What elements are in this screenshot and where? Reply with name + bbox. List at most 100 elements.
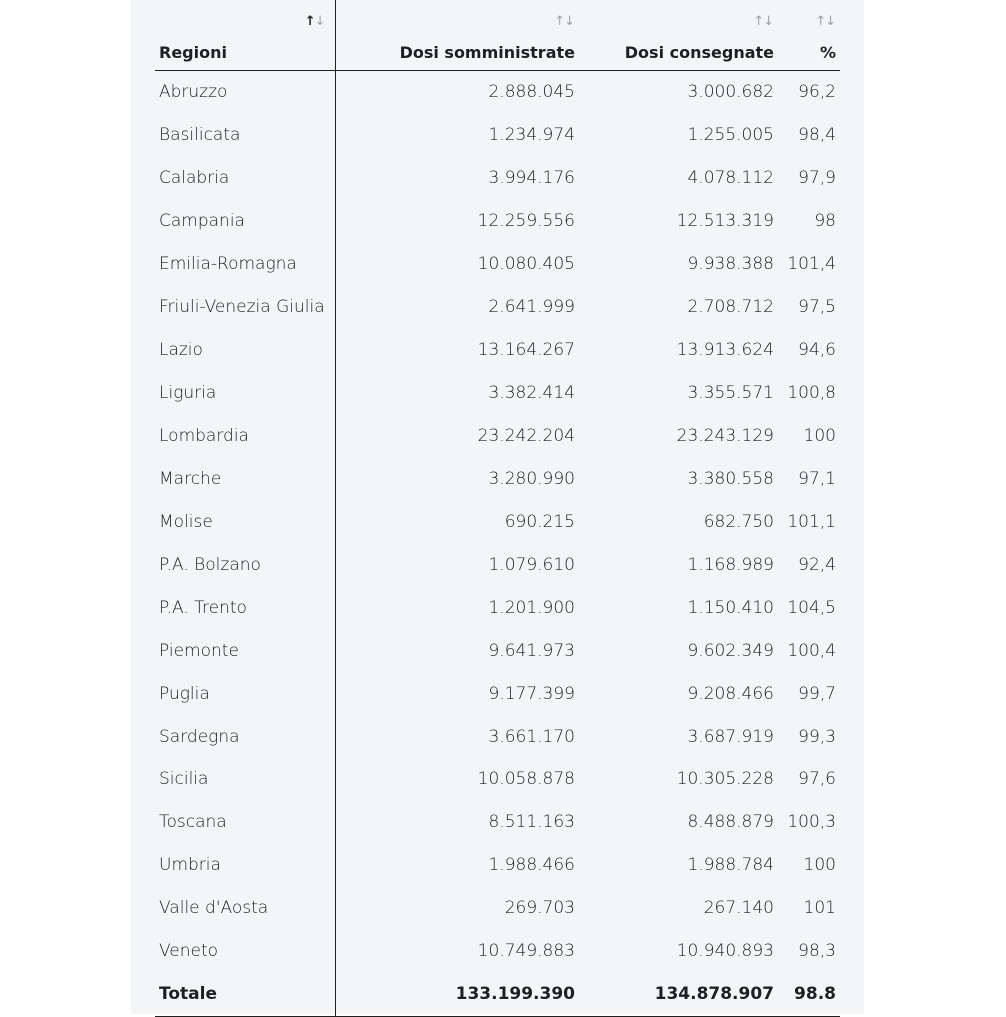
dosi-consegnate-cell: 3.687.919 bbox=[687, 726, 774, 747]
region-cell: P.A. Trento bbox=[155, 586, 336, 630]
dosi-somministrate-cell: 8.511.163 bbox=[488, 812, 575, 833]
column-header-dosi-somministrate[interactable]: ↑↓ Dosi somministrate bbox=[335, 0, 579, 71]
region-cell: Marche bbox=[155, 457, 336, 501]
percent-cell: 97,9 bbox=[798, 168, 836, 189]
dosi-consegnate-cell: 1.255.005 bbox=[687, 125, 774, 146]
total-label: Totale bbox=[155, 972, 336, 1017]
column-header-dosi-consegnate[interactable]: ↑↓ Dosi consegnate bbox=[579, 0, 778, 71]
region-cell: Veneto bbox=[155, 929, 336, 973]
region-cell: Piemonte bbox=[155, 629, 336, 673]
percent-cell: 99,7 bbox=[798, 683, 836, 704]
table-row: Emilia-Romagna 10.080.405 9.938.388 101,4 bbox=[155, 242, 840, 286]
dosi-consegnate-cell: 1.150.410 bbox=[687, 597, 774, 618]
dosi-somministrate-cell: 3.382.414 bbox=[488, 383, 575, 404]
region-cell: Valle d'Aosta bbox=[155, 886, 336, 930]
table-row: Piemonte 9.641.973 9.602.349 100,4 bbox=[155, 629, 840, 673]
percent-cell: 98 bbox=[814, 211, 836, 232]
region-cell: Campania bbox=[155, 199, 336, 243]
percent-cell: 101,1 bbox=[787, 511, 836, 532]
region-cell: Calabria bbox=[155, 156, 336, 200]
table-row: Veneto 10.749.883 10.940.893 98,3 bbox=[155, 929, 840, 973]
percent-cell: 100,8 bbox=[787, 383, 836, 404]
region-cell: Umbria bbox=[155, 843, 336, 887]
dosi-consegnate-cell: 9.208.466 bbox=[687, 683, 774, 704]
region-cell: Basilicata bbox=[155, 113, 336, 157]
region-cell: Lazio bbox=[155, 328, 336, 372]
dosi-somministrate-cell: 9.641.973 bbox=[488, 640, 575, 661]
dosi-somministrate-cell: 3.280.990 bbox=[488, 468, 575, 489]
dosi-consegnate-cell: 4.078.112 bbox=[687, 168, 774, 189]
dosi-consegnate-cell: 9.602.349 bbox=[687, 640, 774, 661]
table-row: Liguria 3.382.414 3.355.571 100,8 bbox=[155, 371, 840, 415]
region-cell: Abruzzo bbox=[155, 70, 336, 114]
region-cell: Toscana bbox=[155, 800, 336, 844]
total-percent: 98.8 bbox=[778, 972, 840, 1017]
percent-cell: 97,5 bbox=[798, 297, 836, 318]
dosi-somministrate-cell: 3.994.176 bbox=[488, 168, 575, 189]
percent-cell: 101 bbox=[803, 898, 836, 919]
column-header-regioni[interactable]: ↑↓ Regioni bbox=[155, 0, 336, 71]
dosi-somministrate-cell: 2.888.045 bbox=[488, 82, 575, 103]
dosi-consegnate-cell: 3.380.558 bbox=[687, 468, 774, 489]
dosi-consegnate-cell: 3.355.571 bbox=[687, 383, 774, 404]
table-total-row: Totale 133.199.390 134.878.907 98.8 bbox=[155, 972, 840, 1017]
column-header-label: Dosi consegnate bbox=[624, 43, 774, 62]
table-row: Lazio 13.164.267 13.913.624 94,6 bbox=[155, 328, 840, 372]
dosi-somministrate-cell: 13.164.267 bbox=[477, 340, 575, 361]
vaccine-doses-table: ↑↓ Regioni ↑↓ Dosi somministrate ↑↓ Dosi… bbox=[155, 0, 840, 1017]
dosi-somministrate-cell: 9.177.399 bbox=[488, 683, 575, 704]
percent-cell: 100 bbox=[803, 855, 836, 876]
sort-arrows-icon[interactable]: ↑↓ bbox=[304, 14, 326, 29]
table-row: Toscana 8.511.163 8.488.879 100,3 bbox=[155, 800, 840, 844]
table-header-row: ↑↓ Regioni ↑↓ Dosi somministrate ↑↓ Dosi… bbox=[155, 0, 840, 71]
region-cell: P.A. Bolzano bbox=[155, 543, 336, 587]
dosi-somministrate-cell: 1.201.900 bbox=[488, 597, 575, 618]
table-row: P.A. Bolzano 1.079.610 1.168.989 92,4 bbox=[155, 543, 840, 587]
dosi-somministrate-cell: 23.242.204 bbox=[477, 425, 575, 446]
table-row: Umbria 1.988.466 1.988.784 100 bbox=[155, 843, 840, 887]
column-header-percent[interactable]: ↑↓ % bbox=[778, 0, 840, 71]
percent-cell: 98,4 bbox=[798, 125, 836, 146]
sort-arrows-icon[interactable]: ↑↓ bbox=[753, 14, 774, 29]
dosi-somministrate-cell: 269.703 bbox=[504, 898, 575, 919]
dosi-consegnate-cell: 12.513.319 bbox=[676, 211, 774, 232]
sort-arrows-icon[interactable]: ↑↓ bbox=[554, 14, 575, 29]
table-panel: ↑↓ Regioni ↑↓ Dosi somministrate ↑↓ Dosi… bbox=[131, 0, 864, 1017]
table-row: Basilicata 1.234.974 1.255.005 98,4 bbox=[155, 113, 840, 157]
dosi-consegnate-cell: 9.938.388 bbox=[687, 254, 774, 275]
table-row: Valle d'Aosta 269.703 267.140 101 bbox=[155, 886, 840, 930]
dosi-consegnate-cell: 3.000.682 bbox=[687, 82, 774, 103]
dosi-somministrate-cell: 1.234.974 bbox=[488, 125, 575, 146]
column-header-label: Dosi somministrate bbox=[399, 43, 575, 62]
total-consegnate: 134.878.907 bbox=[579, 972, 778, 1017]
table-row: Campania 12.259.556 12.513.319 98 bbox=[155, 199, 840, 243]
total-somministrate: 133.199.390 bbox=[335, 972, 579, 1017]
percent-cell: 100,3 bbox=[787, 812, 836, 833]
table-row: Sardegna 3.661.170 3.687.919 99,3 bbox=[155, 715, 840, 758]
dosi-somministrate-cell: 1.079.610 bbox=[488, 554, 575, 575]
percent-cell: 94,6 bbox=[798, 340, 836, 361]
percent-cell: 97,1 bbox=[798, 468, 836, 489]
table-row: Molise 690.215 682.750 101,1 bbox=[155, 500, 840, 544]
table-row: Puglia 9.177.399 9.208.466 99,7 bbox=[155, 672, 840, 716]
sort-arrows-icon[interactable]: ↑↓ bbox=[815, 14, 836, 29]
percent-cell: 98,3 bbox=[798, 941, 836, 962]
dosi-consegnate-cell: 13.913.624 bbox=[676, 340, 774, 361]
region-cell: Puglia bbox=[155, 672, 336, 716]
dosi-consegnate-cell: 682.750 bbox=[703, 511, 774, 532]
dosi-consegnate-cell: 1.168.989 bbox=[687, 554, 774, 575]
region-cell: Sicilia bbox=[155, 758, 336, 801]
percent-cell: 99,3 bbox=[798, 726, 836, 747]
dosi-somministrate-cell: 1.988.466 bbox=[488, 855, 575, 876]
region-cell: Liguria bbox=[155, 371, 336, 415]
region-cell: Friuli-Venezia Giulia bbox=[155, 285, 336, 329]
percent-cell: 96,2 bbox=[798, 82, 836, 103]
percent-cell: 100,4 bbox=[787, 640, 836, 661]
table-row: P.A. Trento 1.201.900 1.150.410 104,5 bbox=[155, 586, 840, 630]
column-header-label: Regioni bbox=[159, 43, 227, 62]
dosi-somministrate-cell: 10.080.405 bbox=[477, 254, 575, 275]
table-row: Marche 3.280.990 3.380.558 97,1 bbox=[155, 457, 840, 501]
dosi-somministrate-cell: 690.215 bbox=[504, 511, 575, 532]
dosi-consegnate-cell: 8.488.879 bbox=[687, 812, 774, 833]
dosi-consegnate-cell: 267.140 bbox=[703, 898, 774, 919]
